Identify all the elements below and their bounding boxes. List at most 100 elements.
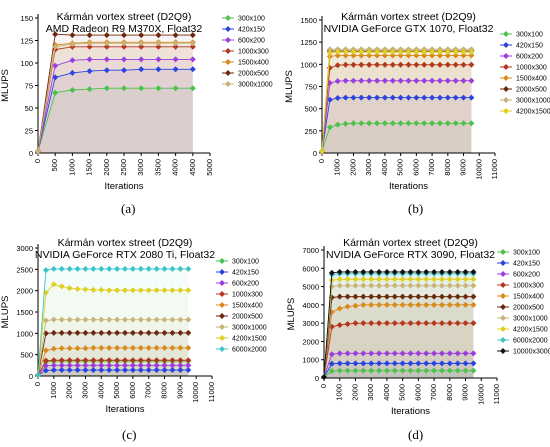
data-point <box>138 85 145 92</box>
data-point <box>415 360 422 367</box>
data-point <box>90 344 97 351</box>
data-point <box>360 268 367 275</box>
legend-label: 300x100 <box>232 259 259 266</box>
data-point <box>342 61 349 68</box>
chart-subtitle: NVIDIA GeForce GTX 1070, Float32 <box>324 23 494 35</box>
data-point <box>121 40 127 47</box>
data-point <box>368 293 375 300</box>
data-point <box>82 329 89 336</box>
data-point <box>145 367 152 374</box>
legend-marker <box>225 48 231 54</box>
legend: 300x100 420x150 600x200 1000x300 1500x400 200… <box>216 258 267 354</box>
data-point <box>161 265 168 272</box>
data-point <box>155 40 162 47</box>
data-point <box>405 52 412 59</box>
data-point <box>391 268 398 275</box>
data-point <box>336 350 343 357</box>
data-point <box>389 77 396 84</box>
data-point <box>137 329 144 336</box>
data-point <box>106 265 113 272</box>
x-tick-label: 2000 <box>65 382 74 399</box>
data-point <box>189 56 196 63</box>
data-point <box>106 357 113 364</box>
data-point <box>407 301 414 308</box>
data-point <box>321 374 327 381</box>
y-tick-label: 50 <box>25 104 33 113</box>
series-band <box>322 64 472 153</box>
legend-label: 600x200 <box>516 54 543 61</box>
y-tick-label: 100 <box>20 59 33 68</box>
data-point <box>383 276 390 283</box>
data-point <box>389 52 396 59</box>
data-point <box>407 276 414 283</box>
x-tick-label: 3000 <box>364 159 373 176</box>
data-point <box>336 321 343 328</box>
data-point <box>454 360 461 367</box>
data-point <box>405 94 412 101</box>
y-tick-label: 7000 <box>302 246 319 255</box>
data-point <box>407 282 414 289</box>
data-point <box>145 316 152 323</box>
legend-marker <box>503 31 509 37</box>
x-tick-label: 3000 <box>80 382 89 399</box>
data-point <box>376 282 383 289</box>
data-point <box>360 320 367 327</box>
data-point <box>98 357 105 364</box>
series-band <box>38 59 193 153</box>
x-tick-label: 3000 <box>366 384 375 401</box>
y-tick-label: 5000 <box>302 283 319 292</box>
data-point <box>368 320 375 327</box>
series-band <box>38 347 189 376</box>
series-line <box>37 41 193 152</box>
data-point <box>462 268 469 275</box>
y-tick-label: 0 <box>315 374 319 383</box>
y-tick-label: 3000 <box>302 319 319 328</box>
data-point <box>360 276 367 283</box>
data-point <box>366 61 373 68</box>
y-tick-label: 150 <box>20 14 33 23</box>
data-point <box>454 301 461 308</box>
series-600x200 <box>35 362 192 379</box>
legend-marker <box>500 282 506 288</box>
data-point <box>376 360 383 367</box>
data-point <box>368 367 375 374</box>
x-tick-label: 1000 <box>335 384 344 401</box>
data-point <box>436 61 443 68</box>
series-band <box>322 80 472 153</box>
data-point <box>69 57 76 64</box>
data-point <box>86 86 93 93</box>
data-point <box>185 316 192 323</box>
data-point <box>352 293 359 300</box>
data-point <box>376 276 383 283</box>
data-point <box>319 148 325 155</box>
data-point <box>429 61 436 68</box>
data-point <box>462 367 469 374</box>
y-tick-label: 1250 <box>300 38 317 47</box>
chart-3: Kármán vortex street (D2Q9)NVIDIA GeForc… <box>286 237 550 417</box>
data-point <box>86 32 93 39</box>
data-point <box>145 344 152 351</box>
data-point <box>328 360 335 367</box>
data-point <box>169 329 176 336</box>
data-point <box>334 95 341 102</box>
data-point <box>358 94 365 101</box>
data-point <box>326 124 333 131</box>
data-point <box>431 282 438 289</box>
data-point <box>415 367 422 374</box>
data-point <box>358 77 365 84</box>
legend-marker <box>219 269 225 275</box>
data-point <box>397 77 404 84</box>
legend-label: 4200x1500 <box>232 336 267 343</box>
data-point <box>407 320 414 327</box>
data-point <box>69 87 76 93</box>
data-point <box>189 85 196 92</box>
data-point <box>454 320 461 327</box>
data-point <box>103 32 110 39</box>
data-point <box>334 121 341 128</box>
data-point <box>138 32 145 39</box>
data-point <box>137 367 144 374</box>
data-point <box>82 362 89 369</box>
series-line <box>37 33 193 152</box>
data-point <box>460 94 467 101</box>
chart-2: Kármán vortex street (D2Q9)NVIDIA GeForc… <box>0 237 267 415</box>
